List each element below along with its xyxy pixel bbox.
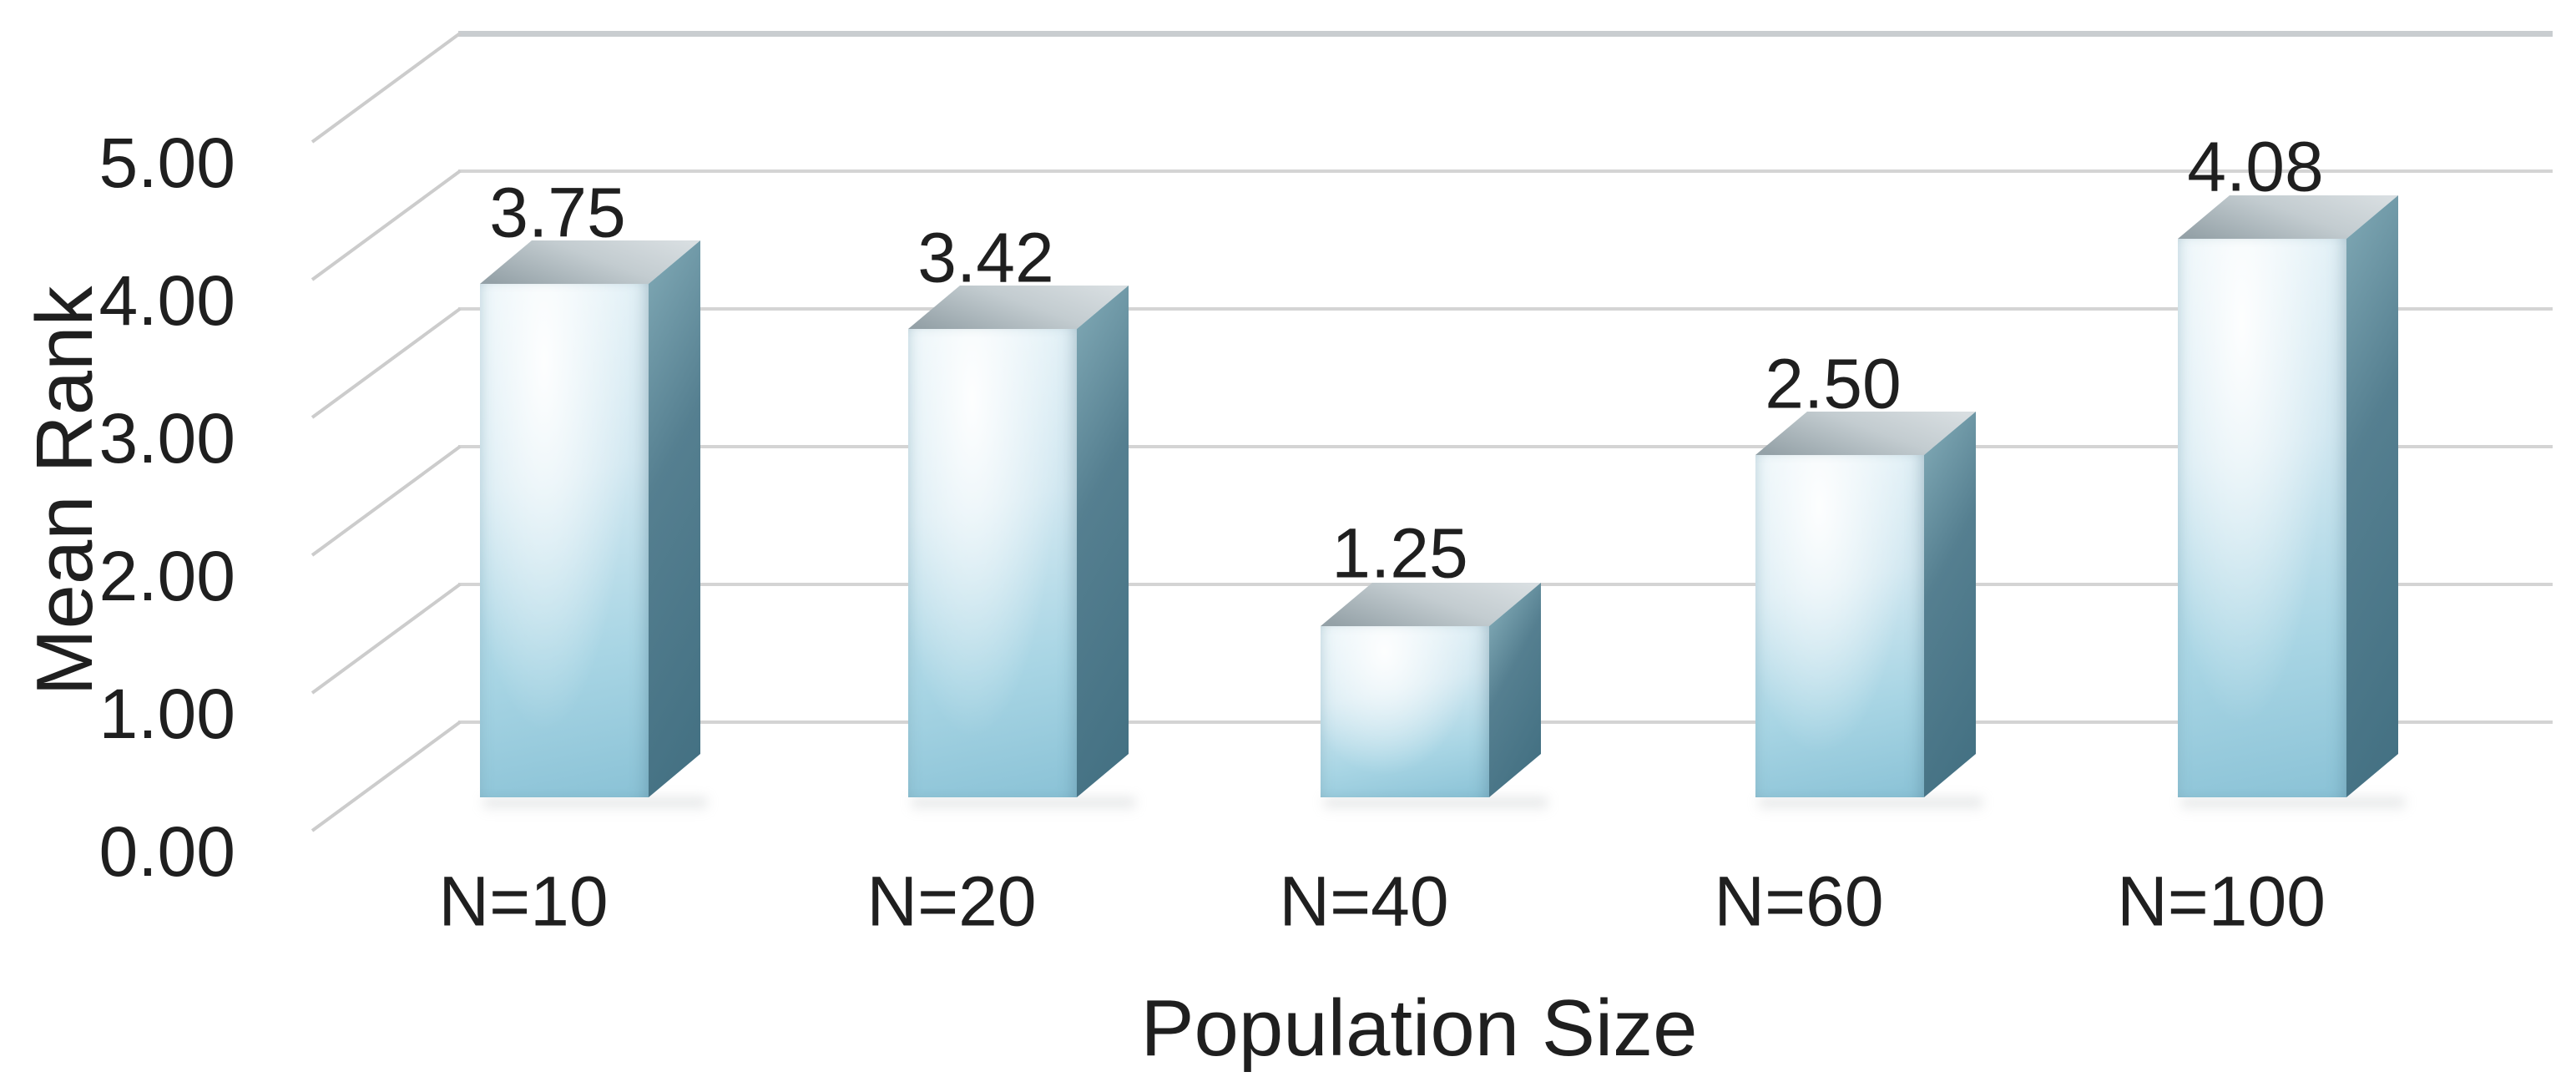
- bar-shadow-n10: [483, 798, 707, 812]
- y-axis-title: Mean Rank: [20, 286, 109, 696]
- bar-n20-front-face: [908, 329, 1077, 797]
- data-label-n100: 4.08: [2187, 127, 2324, 206]
- gridline-2: [458, 445, 2553, 448]
- bar-n10-side-face: [649, 240, 700, 797]
- axis-depth-connector-0: [311, 720, 462, 832]
- bar-n60: [1755, 411, 1976, 797]
- bar-n100-front-face: [2178, 239, 2346, 797]
- bar-n10-front-face: [480, 284, 649, 797]
- bar-n60-side-face: [1924, 411, 1976, 797]
- axis-depth-connector-4: [311, 169, 462, 281]
- bar-n20: [908, 285, 1129, 797]
- data-label-n10: 3.75: [489, 173, 626, 252]
- y-tick-label-3: 3.00: [98, 399, 236, 478]
- axis-depth-connector-1: [311, 583, 462, 695]
- bar-n10: [480, 240, 700, 797]
- data-label-n40: 1.25: [1331, 513, 1468, 593]
- bar-n20-side-face: [1077, 285, 1129, 797]
- bar-shadow-n20: [912, 798, 1135, 812]
- bar-n40: [1321, 582, 1541, 797]
- axis-depth-connector-3: [311, 307, 462, 419]
- y-tick-label-2: 2.00: [98, 537, 236, 615]
- category-label-n100: N=100: [2117, 862, 2326, 941]
- bar-shadow-n40: [1324, 798, 1548, 812]
- axis-depth-connector-2: [311, 445, 462, 557]
- bar-n100-side-face: [2346, 195, 2398, 797]
- axis-depth-connector-5: [311, 32, 462, 144]
- bar-shadow-n60: [1759, 798, 1983, 812]
- y-tick-label-4: 4.00: [98, 261, 236, 340]
- bar-n40-front-face: [1321, 626, 1489, 797]
- x-axis-title: Population Size: [1140, 983, 1698, 1073]
- gridline-5: [458, 31, 2553, 37]
- data-label-n20: 3.42: [917, 218, 1054, 297]
- bar-n100: [2178, 195, 2398, 797]
- category-label-n10: N=10: [438, 862, 609, 941]
- y-tick-label-0: 0.00: [98, 812, 236, 891]
- gridline-4: [458, 169, 2553, 173]
- bar-shadow-n100: [2181, 798, 2405, 812]
- category-label-n20: N=20: [866, 862, 1037, 941]
- data-label-n60: 2.50: [1765, 344, 1902, 423]
- gridline-3: [458, 307, 2553, 311]
- y-tick-label-1: 1.00: [98, 675, 236, 753]
- y-tick-label-5: 5.00: [98, 124, 236, 202]
- category-label-n40: N=40: [1279, 862, 1449, 941]
- bar-n60-front-face: [1755, 455, 1924, 797]
- category-label-n60: N=60: [1714, 862, 1884, 941]
